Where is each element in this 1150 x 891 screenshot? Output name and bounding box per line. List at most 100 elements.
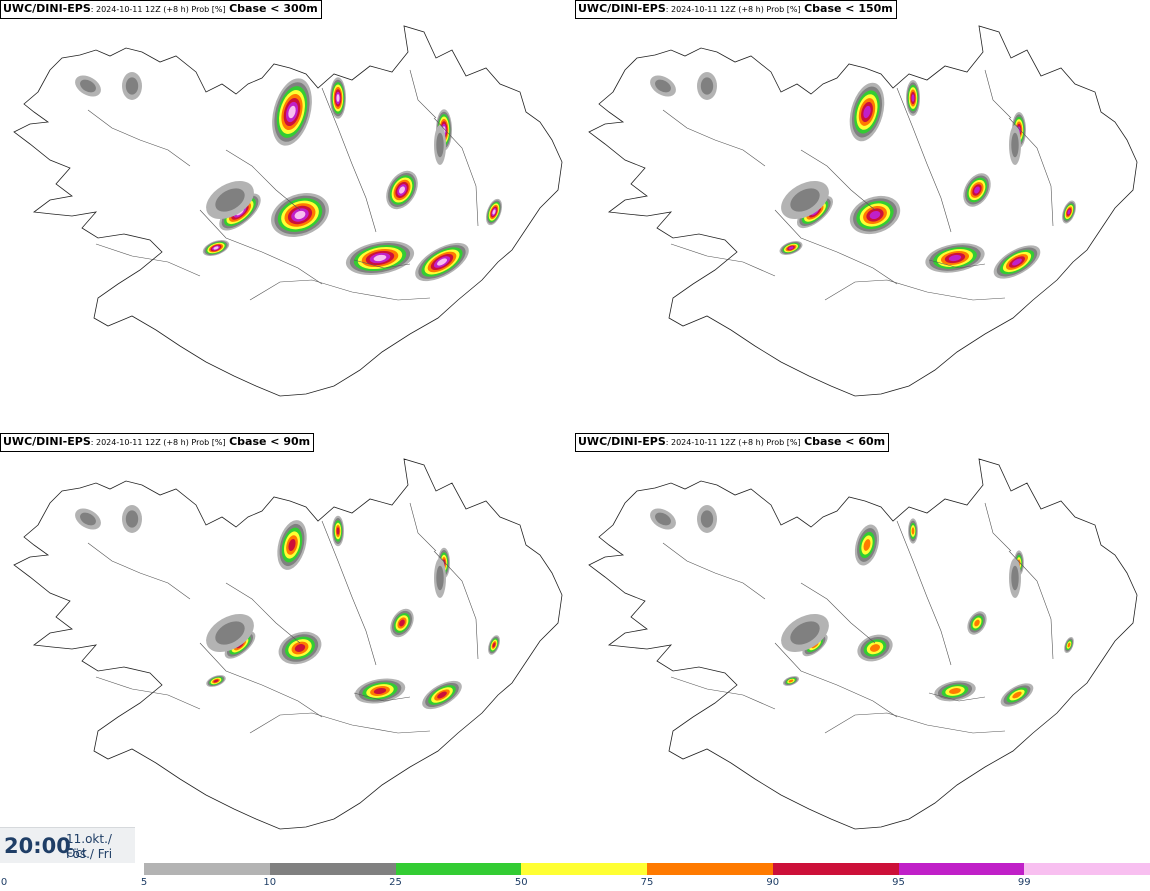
probability-contour [1067,209,1071,215]
region-boundary [225,582,301,644]
probability-contour [437,691,447,699]
probability-contour [288,105,296,119]
legend-tick-label: 0 [0,877,8,888]
run-info: : 2024-10-11 12Z (+8 h) Prob [%] [665,5,801,14]
region-boundary [774,209,898,285]
probability-contour [492,642,496,648]
probability-contour [399,186,405,194]
region-boundary [87,542,191,600]
probability-contour [1011,132,1019,158]
model-name: UWC/DINI-EPS [3,2,91,15]
color-legend-bar [144,863,1150,875]
probability-contour [869,644,881,652]
coastline [588,458,1138,830]
probability-contour [869,210,881,220]
region-boundary [670,243,776,277]
parameter-label: Cbase < 150m [804,2,893,15]
probability-contour [336,527,340,535]
iceland-map [588,458,1138,830]
region-boundary [95,243,201,277]
probability-contour [911,527,915,535]
region-boundary [87,109,191,167]
parameter-label: Cbase < 60m [804,435,886,448]
probability-contour [215,188,245,212]
panel-title: UWC/DINI-EPS: 2024-10-11 12Z (+8 h) Prob… [0,0,322,19]
probability-contour [700,77,714,95]
region-boundary [928,259,986,269]
region-boundary [896,520,952,666]
region-boundary [433,550,479,660]
probability-contour [436,132,444,158]
probability-contour [788,679,794,683]
probability-contour [373,687,387,695]
legend-tick-label: 99 [1017,877,1031,888]
coastline [588,25,1138,397]
probability-layer [75,505,500,710]
valid-weekday: Fös./ Fri [66,847,113,861]
parameter-label: Cbase < 300m [229,2,318,15]
coastline [13,25,563,397]
probability-contour [655,79,671,93]
legend-color-segment [269,863,396,875]
probability-contour [399,619,405,627]
probability-contour [288,538,296,552]
region-boundary [670,676,776,710]
region-boundary [199,642,323,718]
model-name: UWC/DINI-EPS [3,435,91,448]
iceland-map [13,458,563,830]
legend-color-segment [772,863,899,875]
probability-contour [373,254,387,262]
run-info: : 2024-10-11 12Z (+8 h) Prob [%] [90,5,226,14]
iceland-map [588,25,1138,397]
panel-title: UWC/DINI-EPS: 2024-10-11 12Z (+8 h) Prob… [575,0,897,19]
region-boundary [249,279,431,301]
region-boundary [824,279,1006,301]
region-boundary [353,259,411,269]
panel-title: UWC/DINI-EPS: 2024-10-11 12Z (+8 h) Prob… [575,433,890,452]
probability-contour [655,512,671,526]
region-boundary [662,542,766,600]
legend-color-segment [1024,863,1150,875]
probability-contour [788,246,794,250]
region-boundary [409,69,437,119]
valid-date: 11.okt./ Oct [66,832,112,860]
region-boundary [800,149,876,211]
legend-color-segment [647,863,774,875]
map-panel: UWC/DINI-EPS: 2024-10-11 12Z (+8 h) Prob… [0,433,575,863]
legend-tick-label: 10 [263,877,277,888]
region-boundary [800,582,876,644]
map-panel: UWC/DINI-EPS: 2024-10-11 12Z (+8 h) Prob… [575,0,1150,430]
region-boundary [896,87,952,233]
probability-contour [949,688,961,694]
map-panel: UWC/DINI-EPS: 2024-10-11 12Z (+8 h) Prob… [575,433,1150,863]
probability-layer [75,72,503,282]
valid-time-box: 20:00 11.okt./ Oct Fös./ Fri [0,827,135,863]
probability-contour [336,94,340,102]
panel-title: UWC/DINI-EPS: 2024-10-11 12Z (+8 h) Prob… [0,433,315,452]
region-boundary [433,117,479,227]
legend-tick-label: 25 [389,877,402,888]
probability-contour [492,209,496,215]
probability-contour [1011,565,1019,591]
region-boundary [199,209,323,285]
run-info: : 2024-10-11 12Z (+8 h) Prob [%] [665,438,801,447]
probability-contour [215,621,245,645]
probability-layer [650,505,1074,707]
probability-contour [1067,642,1071,648]
coastline [13,458,563,830]
region-boundary [321,520,377,666]
region-boundary [824,712,1006,734]
legend-color-segment [395,863,522,875]
probability-contour [700,510,714,528]
region-boundary [774,642,898,718]
region-boundary [662,109,766,167]
legend-tick-label: 50 [514,877,528,888]
probability-contour [436,565,444,591]
probability-contour [1012,691,1022,699]
probability-contour [911,94,915,102]
region-boundary [928,692,986,702]
probability-contour [125,510,139,528]
legend-color-segment [521,863,648,875]
probability-layer [650,72,1076,279]
model-name: UWC/DINI-EPS [578,2,666,15]
